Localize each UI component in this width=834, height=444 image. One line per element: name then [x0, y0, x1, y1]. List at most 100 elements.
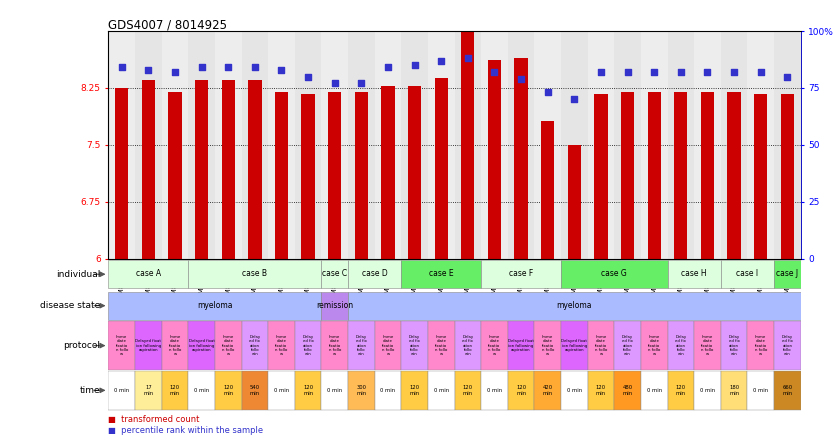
Bar: [408, 86, 421, 258]
Bar: [294, 31, 321, 258]
Text: case H: case H: [681, 269, 707, 278]
Point: [461, 55, 475, 62]
Text: Imme
diate
fixatio
n follo
w: Imme diate fixatio n follo w: [701, 335, 714, 356]
Bar: [188, 321, 215, 370]
Bar: [621, 92, 634, 258]
Text: 120
min: 120 min: [409, 385, 420, 396]
Bar: [348, 321, 374, 370]
Text: 300
min: 300 min: [356, 385, 366, 396]
Text: 120
min: 120 min: [463, 385, 473, 396]
Point: [142, 66, 155, 73]
Bar: [455, 31, 481, 258]
Text: 0 min: 0 min: [700, 388, 715, 393]
Text: case C: case C: [322, 269, 347, 278]
Bar: [108, 321, 135, 370]
Bar: [535, 321, 561, 370]
Bar: [701, 92, 714, 258]
Text: disease state: disease state: [40, 301, 100, 310]
Bar: [321, 31, 348, 258]
Bar: [561, 31, 588, 258]
Text: ■  transformed count: ■ transformed count: [108, 415, 200, 424]
Bar: [667, 260, 721, 289]
Text: 0 min: 0 min: [434, 388, 449, 393]
Bar: [435, 78, 448, 258]
Text: Imme
diate
fixatio
n follo
w: Imme diate fixatio n follo w: [648, 335, 661, 356]
Bar: [561, 321, 588, 370]
Bar: [568, 145, 581, 258]
Bar: [168, 92, 182, 258]
Text: Imme
diate
fixatio
n follo
w: Imme diate fixatio n follo w: [275, 335, 288, 356]
Bar: [348, 292, 801, 320]
Bar: [249, 80, 262, 258]
Bar: [195, 79, 208, 258]
Text: 0 min: 0 min: [567, 388, 582, 393]
Text: 120
min: 120 min: [676, 385, 686, 396]
Bar: [774, 260, 801, 289]
Bar: [774, 321, 801, 370]
Bar: [561, 260, 667, 289]
Point: [249, 64, 262, 71]
Text: GDS4007 / 8014925: GDS4007 / 8014925: [108, 18, 228, 31]
Bar: [667, 321, 694, 370]
Bar: [481, 260, 561, 289]
Bar: [535, 371, 561, 410]
Bar: [428, 31, 455, 258]
Bar: [321, 371, 348, 410]
Bar: [135, 31, 162, 258]
Text: Delayed fixat
ion following
aspiration: Delayed fixat ion following aspiration: [508, 339, 534, 352]
Text: 0 min: 0 min: [487, 388, 502, 393]
Bar: [401, 371, 428, 410]
Point: [115, 64, 128, 71]
Bar: [294, 371, 321, 410]
Bar: [481, 371, 508, 410]
Bar: [354, 92, 368, 258]
Bar: [215, 31, 242, 258]
Text: protocol: protocol: [63, 341, 100, 350]
Bar: [461, 31, 475, 258]
Text: Delay
ed fix
ation
follo
win: Delay ed fix ation follo win: [622, 335, 633, 356]
Bar: [774, 371, 801, 410]
Bar: [667, 31, 694, 258]
Text: 480
min: 480 min: [622, 385, 633, 396]
Text: myeloma: myeloma: [197, 301, 233, 309]
Point: [222, 64, 235, 71]
Text: 120
min: 120 min: [170, 385, 180, 396]
Text: case I: case I: [736, 269, 758, 278]
Point: [568, 96, 581, 103]
Text: myeloma: myeloma: [556, 301, 592, 309]
Text: Imme
diate
fixatio
n follo
w: Imme diate fixatio n follo w: [329, 335, 341, 356]
Bar: [588, 31, 615, 258]
Text: 0 min: 0 min: [114, 388, 129, 393]
Bar: [588, 321, 615, 370]
Bar: [321, 292, 348, 320]
Bar: [455, 371, 481, 410]
Text: case E: case E: [429, 269, 454, 278]
Point: [727, 68, 741, 75]
Text: Imme
diate
fixatio
n follo
w: Imme diate fixatio n follo w: [116, 335, 128, 356]
Bar: [188, 31, 215, 258]
Bar: [108, 260, 188, 289]
Bar: [321, 321, 348, 370]
Bar: [515, 58, 528, 258]
Point: [754, 68, 767, 75]
Bar: [641, 31, 667, 258]
Bar: [162, 31, 188, 258]
Text: case G: case G: [601, 269, 627, 278]
Bar: [215, 321, 242, 370]
Text: 120
min: 120 min: [303, 385, 313, 396]
Bar: [781, 94, 794, 258]
Text: Imme
diate
fixatio
n follo
w: Imme diate fixatio n follo w: [755, 335, 767, 356]
Bar: [561, 371, 588, 410]
Bar: [674, 92, 687, 258]
Bar: [641, 321, 667, 370]
Text: case A: case A: [136, 269, 161, 278]
Bar: [381, 86, 394, 258]
Bar: [275, 92, 288, 258]
Bar: [488, 60, 501, 258]
Bar: [374, 371, 401, 410]
Bar: [508, 321, 535, 370]
Bar: [747, 321, 774, 370]
Text: ■  percentile rank within the sample: ■ percentile rank within the sample: [108, 426, 264, 435]
Bar: [754, 94, 767, 258]
Bar: [721, 260, 774, 289]
